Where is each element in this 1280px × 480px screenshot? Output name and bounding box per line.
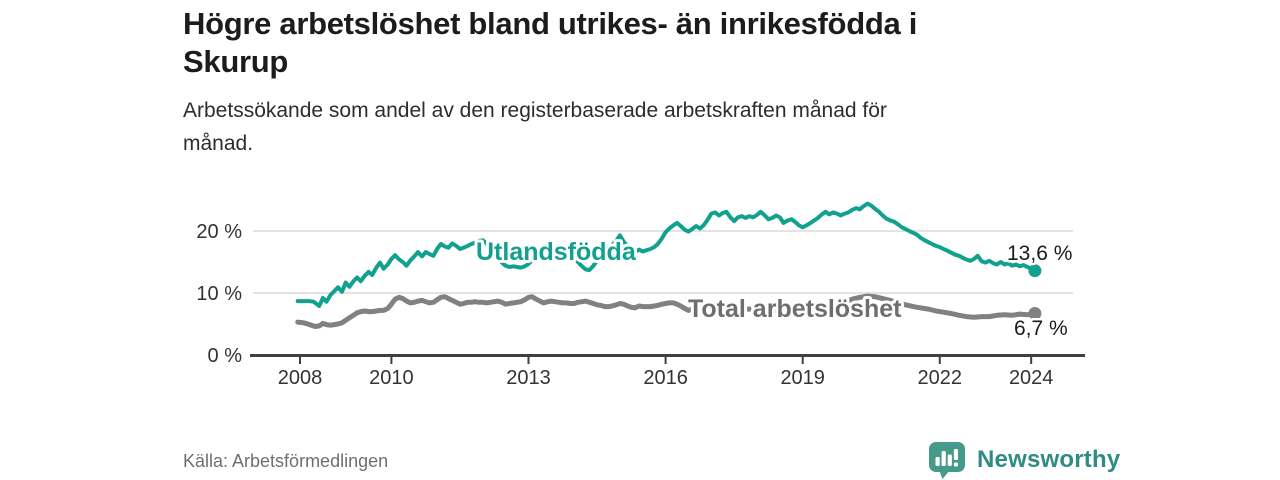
newsworthy-wordmark: Newsworthy [977,446,1121,473]
y-tick-label: 0 % [208,345,243,367]
x-tick-label: 2022 [918,367,963,389]
utlandsfodda-value-annotation: 13,6 % [1007,242,1072,265]
x-axis-ticks: 2008 2010 2013 2016 2019 2022 2024 [278,357,1054,389]
page-subtitle: Arbetssökande som andel av den registerb… [183,99,887,155]
x-tick-label: 2013 [506,367,551,389]
series-label-total: Total arbetslöshet [688,295,902,323]
page-title: Högre arbetslöshet bland utrikes- än inr… [183,6,918,79]
x-tick-label: 2024 [1009,367,1054,389]
total-line [295,293,1038,329]
x-tick-label: 2008 [278,367,323,389]
y-tick-label: 10 % [196,283,242,305]
utlandsfodda-end-dot [1028,264,1042,278]
x-tick-label: 2016 [643,367,688,389]
source-note: Källa: Arbetsförmedlingen [183,451,389,471]
utlandsfodda-line [295,201,1037,308]
y-axis-labels: 20 % 10 % 0 % [196,221,242,367]
x-tick-label: 2019 [780,367,825,389]
y-tick-label: 20 % [196,221,242,243]
gridlines [253,230,1073,294]
total-value-annotation: 6,7 % [1014,317,1068,340]
newsworthy-logo: Newsworthy [928,441,1120,479]
series-label-utlandsfodda: Utlandsfödda [476,238,637,266]
x-tick-label: 2010 [369,367,414,389]
total-end-dot [1028,307,1042,320]
bar-chart-speech-bubble-icon [929,442,965,479]
